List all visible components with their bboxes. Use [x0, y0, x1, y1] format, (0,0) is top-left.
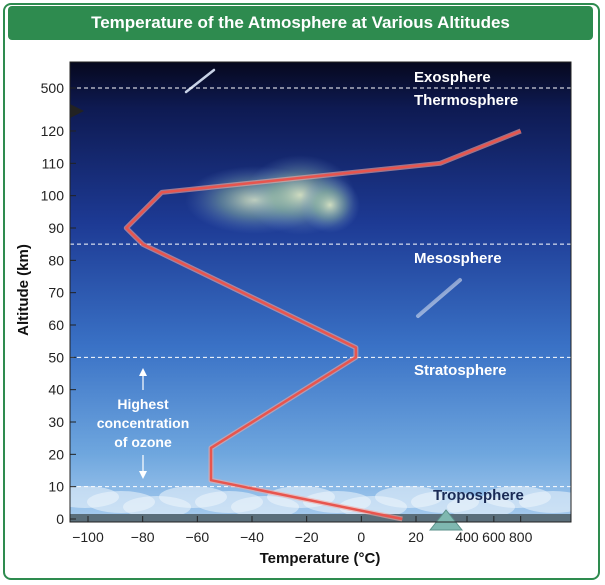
y-tick-label: 500	[41, 80, 65, 96]
sky-background	[70, 62, 571, 531]
y-tick-label: 40	[48, 382, 64, 398]
labels: Exosphere Thermosphere Mesosphere Stratosph…	[97, 69, 524, 504]
arrow-up-icon	[139, 368, 147, 376]
temperature-curve	[125, 129, 522, 521]
ozone-annotation-line: Highest	[117, 396, 169, 412]
y-tick-label: 90	[48, 220, 64, 236]
y-tick-label: 30	[48, 414, 64, 430]
y-axis-break-icon	[70, 104, 84, 118]
y-tick-label: 120	[41, 123, 65, 139]
x-tick-label: 20	[408, 529, 424, 545]
ozone-annotation-line: concentration	[97, 415, 190, 431]
layer-label-exosphere: Exosphere	[414, 69, 491, 86]
layer-label-troposphere: Troposphere	[433, 487, 524, 504]
y-tick-label: 110	[42, 155, 65, 171]
x-axis-title: Temperature (°C)	[260, 550, 381, 567]
y-tick-label: 10	[48, 479, 64, 495]
ground	[70, 514, 571, 522]
arrow-down-icon	[139, 471, 147, 479]
mountain-icon	[428, 509, 464, 531]
temperature-curve-group	[123, 128, 522, 522]
x-tick-label: 400	[455, 529, 479, 545]
title-bar: Temperature of the Atmosphere at Various…	[8, 6, 593, 40]
y-tick-label: 100	[41, 188, 65, 204]
cloud	[519, 491, 571, 513]
ozone-annotation-line: of ozone	[114, 434, 172, 450]
y-axis-title: Altitude (km)	[15, 244, 32, 336]
x-tick-label: 800	[509, 529, 533, 545]
axes: 0 10 20 30 40 50 60 70 80 90 100 110 120 500 −100 −80 −6…	[15, 61, 572, 567]
sky-gradient	[70, 62, 571, 522]
aurora	[185, 155, 360, 235]
y-tick-label: 70	[48, 285, 64, 301]
x-tick-label: −20	[295, 529, 319, 545]
layer-label-thermosphere: Thermosphere	[414, 92, 518, 109]
y-tick-label: 0	[56, 511, 64, 527]
plot-border	[69, 61, 572, 523]
y-tick-label: 50	[48, 349, 64, 365]
y-tick-label: 60	[48, 317, 64, 333]
x-tick-label: −100	[72, 529, 104, 545]
x-tick-label: 0	[357, 529, 365, 545]
layer-label-stratosphere: Stratosphere	[414, 362, 507, 379]
x-tick-label: −60	[185, 529, 209, 545]
y-tick-label: 80	[48, 252, 64, 268]
clouds	[70, 486, 571, 518]
meteor	[416, 278, 462, 318]
aurora-glow	[300, 177, 360, 233]
chart-title: Temperature of the Atmosphere at Various…	[91, 13, 510, 32]
layer-label-mesosphere: Mesosphere	[414, 250, 502, 267]
x-tick-label: 600	[482, 529, 506, 545]
x-tick-label: −80	[131, 529, 155, 545]
x-tick-label: −40	[240, 529, 264, 545]
y-tick-label: 20	[48, 446, 64, 462]
